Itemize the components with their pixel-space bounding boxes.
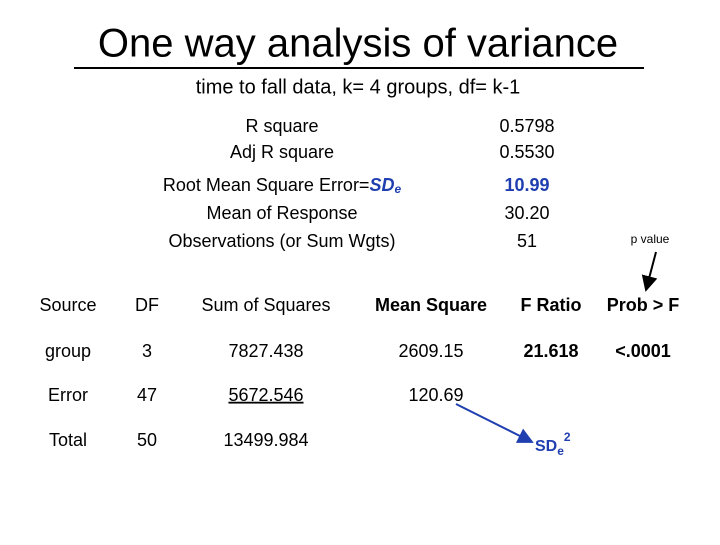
table-cell: Total bbox=[49, 430, 87, 450]
summary-value: 0.5798 bbox=[499, 116, 554, 136]
sd-symbol: SD bbox=[535, 438, 557, 455]
sd-arrow bbox=[455, 403, 534, 443]
summary-label: Mean of Response bbox=[206, 203, 357, 223]
summary-value: 51 bbox=[517, 231, 537, 251]
table-cell: 13499.984 bbox=[223, 430, 308, 450]
header-cell: Sum of Squares bbox=[201, 295, 330, 315]
sd-squared-note: SDe2 bbox=[535, 430, 571, 458]
title: One way analysis of variance bbox=[98, 22, 618, 66]
header-cell: Prob > F bbox=[607, 295, 680, 315]
p-value-arrow bbox=[641, 251, 658, 292]
summary-label-text: Root Mean Square Error= bbox=[163, 175, 370, 195]
sd-subscript: e bbox=[557, 444, 564, 458]
subtitle: time to fall data, k= 4 groups, df= k-1 bbox=[196, 76, 521, 98]
summary-label: Adj R square bbox=[230, 142, 334, 162]
table-cell: <.0001 bbox=[615, 341, 671, 361]
table-cell: Error bbox=[48, 385, 88, 405]
sd-superscript: 2 bbox=[564, 430, 571, 444]
table-cell: 120.69 bbox=[408, 385, 463, 405]
summary-value: 10.99 bbox=[504, 175, 549, 195]
header-cell: Source bbox=[39, 295, 96, 315]
table-cell: 21.618 bbox=[523, 341, 578, 361]
table-cell: 3 bbox=[142, 341, 152, 361]
table-cell: 47 bbox=[137, 385, 157, 405]
summary-symbol: SD bbox=[369, 175, 394, 195]
header-cell: F Ratio bbox=[521, 295, 582, 315]
summary-table: R square 0.5798 Adj R square 0.5530 Root Mea… bbox=[163, 116, 555, 251]
summary-value: 30.20 bbox=[504, 203, 549, 223]
p-value-note: p value bbox=[631, 232, 670, 246]
summary-label-text: Mean of Response bbox=[206, 203, 357, 223]
table-cell: 2609.15 bbox=[398, 341, 463, 361]
table-cell: group bbox=[45, 341, 91, 361]
summary-label-text: Observations (or Sum Wgts) bbox=[168, 231, 395, 251]
summary-label: Root Mean Square Error=SDe bbox=[163, 175, 402, 196]
anova-table: Source DF Sum of Squares Mean Square F Ratio… bbox=[39, 295, 679, 450]
summary-label-text: Adj R square bbox=[230, 142, 334, 162]
table-cell: 5672.546 bbox=[228, 385, 303, 405]
header-cell: Mean Square bbox=[375, 295, 487, 315]
summary-label-text: R square bbox=[245, 116, 318, 136]
summary-label: Observations (or Sum Wgts) bbox=[168, 231, 395, 251]
table-cell: 7827.438 bbox=[228, 341, 303, 361]
header-cell: DF bbox=[135, 295, 159, 315]
summary-label: R square bbox=[245, 116, 318, 136]
table-cell: 50 bbox=[137, 430, 157, 450]
summary-value: 0.5530 bbox=[499, 142, 554, 162]
summary-subscript: e bbox=[394, 182, 401, 196]
